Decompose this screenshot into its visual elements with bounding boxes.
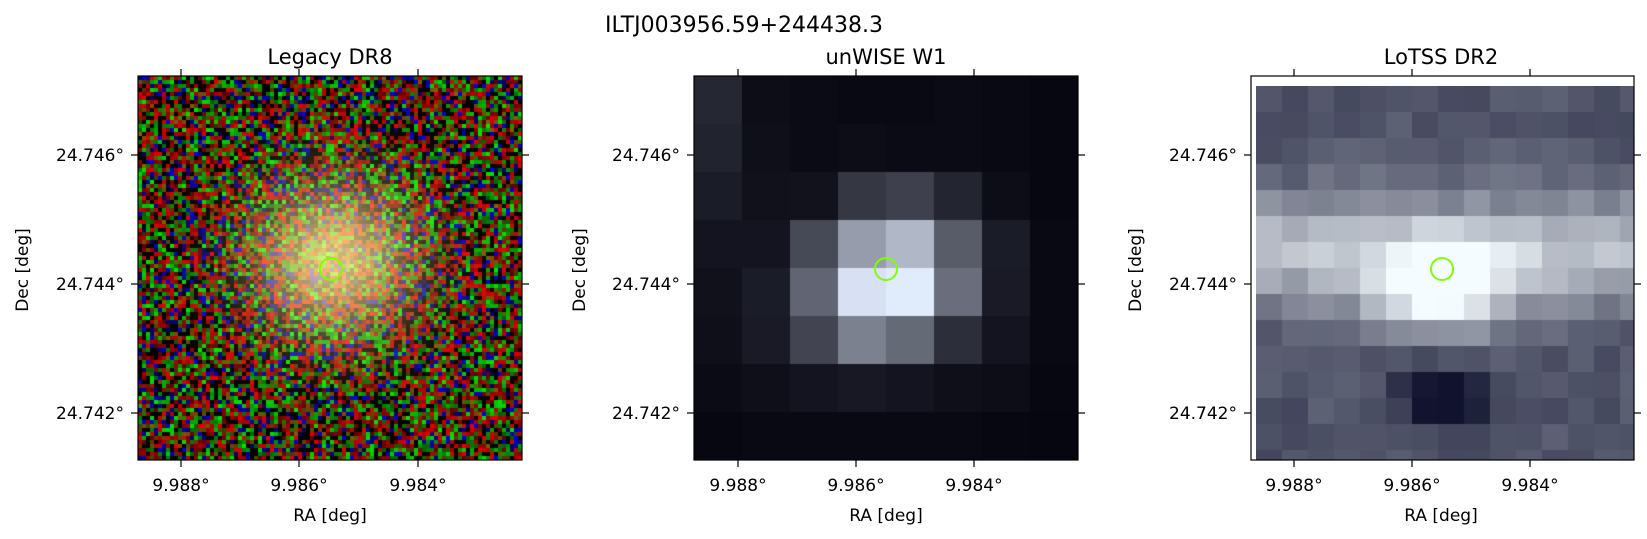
y-tick-label: 24.746° <box>612 146 680 166</box>
source-marker <box>874 257 898 281</box>
y-axis-label: Dec [deg] <box>13 228 33 312</box>
axes-frame <box>137 75 523 461</box>
source-marker <box>1430 257 1454 281</box>
y-tick-label: 24.742° <box>56 404 124 424</box>
x-tick-label: 9.984° <box>389 476 446 496</box>
panel-lotss: LoTSS DR2 9.988° 9.986° 9.984° 24.746° 2… <box>1126 45 1641 526</box>
y-axis-label: Dec [deg] <box>1126 228 1146 312</box>
x-axis-label: RA [deg] <box>1404 506 1477 526</box>
panel-title: Legacy DR8 <box>267 45 392 69</box>
y-tick-label: 24.742° <box>612 404 680 424</box>
x-tick-label: 9.986° <box>1383 476 1440 496</box>
x-tick-label: 9.984° <box>1501 476 1558 496</box>
panel-title: LoTSS DR2 <box>1384 45 1498 69</box>
lotss-image-container <box>1256 86 1634 460</box>
x-tick-label: 9.984° <box>945 476 1002 496</box>
axes-frame <box>693 75 1079 461</box>
y-tick-label: 24.744° <box>56 275 124 295</box>
tick-marks <box>1244 69 1641 467</box>
x-tick-label: 9.988° <box>1265 476 1322 496</box>
x-tick-label: 9.988° <box>709 476 766 496</box>
legacy-image-container <box>138 76 522 460</box>
axes-frame <box>1250 75 1635 461</box>
panel-unwise: unWISE W1 9.988° 9.986° 9.984° 24.746° 2… <box>570 45 1085 526</box>
lotss-image <box>1256 86 1634 460</box>
unwise-image-container <box>694 76 1078 460</box>
y-tick-label: 24.746° <box>56 146 124 166</box>
panel-title: unWISE W1 <box>826 45 947 69</box>
tick-marks <box>131 69 529 467</box>
x-tick-label: 9.986° <box>827 476 884 496</box>
x-tick-label: 9.986° <box>270 476 327 496</box>
y-tick-label: 24.742° <box>1169 404 1237 424</box>
figure-title: ILTJ003956.59+244438.3 <box>605 13 883 38</box>
y-tick-label: 24.744° <box>612 275 680 295</box>
x-axis-label: RA [deg] <box>293 506 366 526</box>
source-marker <box>319 257 343 281</box>
panel-legacy: Legacy DR8 9.988° 9.986° 9.984° 24.746° … <box>13 45 529 526</box>
y-tick-label: 24.746° <box>1169 146 1237 166</box>
y-axis-label: Dec [deg] <box>570 228 590 312</box>
x-tick-label: 9.988° <box>152 476 209 496</box>
y-tick-label: 24.744° <box>1169 275 1237 295</box>
x-axis-label: RA [deg] <box>849 506 922 526</box>
unwise-image <box>694 76 1078 460</box>
legacy-image <box>138 76 522 460</box>
tick-marks <box>687 69 1085 467</box>
